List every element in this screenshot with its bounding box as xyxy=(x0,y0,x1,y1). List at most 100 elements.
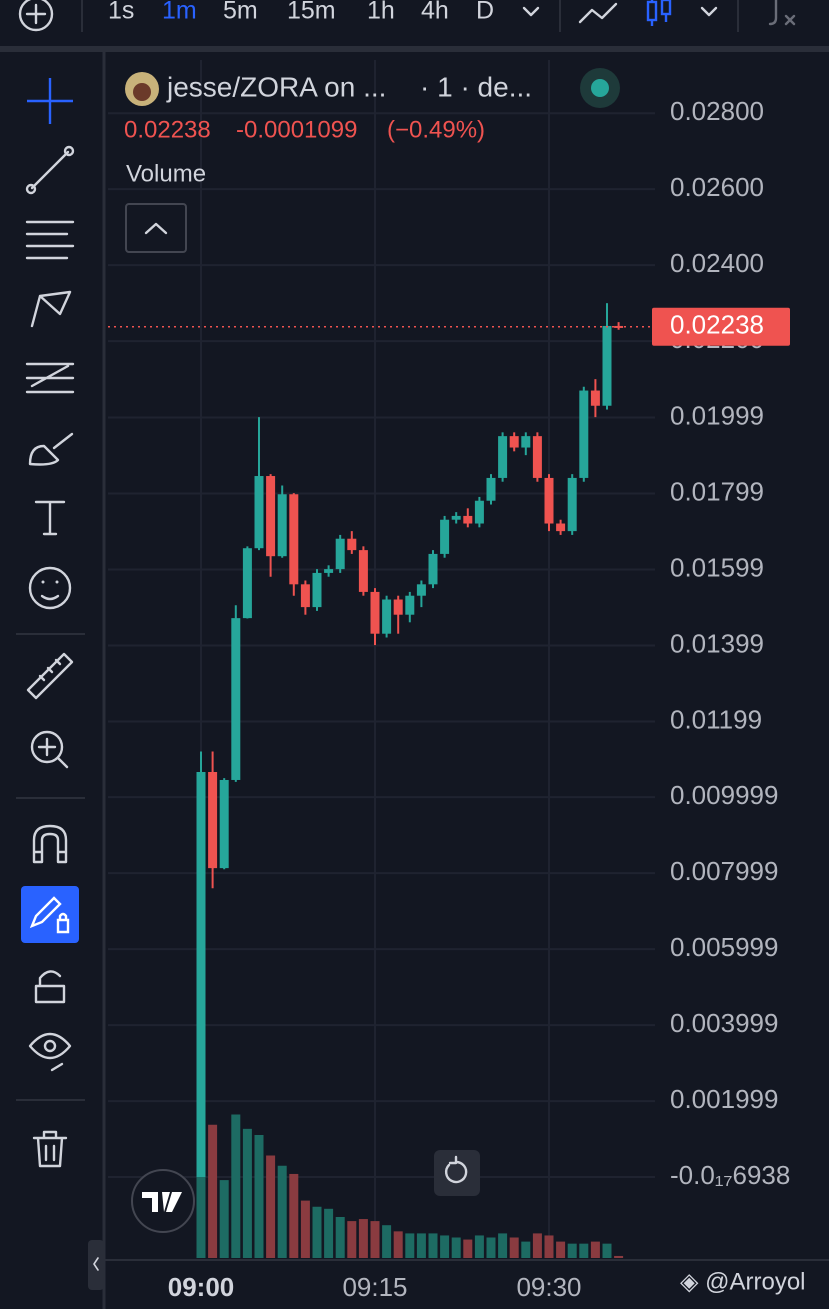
brush-tool[interactable] xyxy=(28,432,74,466)
last-price: 0.02238 xyxy=(124,116,211,143)
volume-bar xyxy=(312,1206,322,1258)
volume-bar xyxy=(324,1208,334,1258)
timeframe[interactable]: 4h xyxy=(421,0,449,25)
volume-bar xyxy=(416,1233,426,1258)
line-tool[interactable] xyxy=(30,150,70,190)
pattern-tool[interactable] xyxy=(30,290,72,328)
candle-body xyxy=(521,436,531,448)
visibility-tool[interactable] xyxy=(28,1032,72,1060)
symbol[interactable]: jesse/ZORA on ... xyxy=(166,71,386,102)
candle-body xyxy=(254,476,264,549)
candle-body xyxy=(196,772,206,1178)
timeframe-menu[interactable] xyxy=(522,6,540,17)
candle-body xyxy=(277,494,287,557)
projection-tool[interactable] xyxy=(25,362,75,394)
collapse-legend[interactable] xyxy=(125,203,187,253)
volume-bar xyxy=(358,1219,368,1258)
candle-body xyxy=(556,523,566,532)
ruler-tool[interactable] xyxy=(26,652,74,700)
volume-bar xyxy=(289,1173,299,1258)
candle-body xyxy=(428,553,438,585)
volume-bar xyxy=(208,1124,218,1258)
timeframe[interactable]: D xyxy=(476,0,494,25)
candle-body xyxy=(486,477,496,501)
volume-bar xyxy=(277,1165,287,1258)
y-tick-label: 0.01399 xyxy=(670,628,764,658)
timeframe[interactable]: 1h xyxy=(367,0,395,25)
volume-bar xyxy=(521,1241,531,1258)
timeframe[interactable]: 5m xyxy=(223,0,258,25)
volume-bar xyxy=(579,1243,589,1258)
emoji-tool[interactable] xyxy=(28,566,72,610)
volume-bar xyxy=(532,1233,542,1258)
line-chart-button[interactable] xyxy=(578,2,618,24)
volume-bar xyxy=(498,1233,508,1258)
candle-body xyxy=(289,494,299,585)
divider xyxy=(0,46,829,52)
candle-body xyxy=(590,390,600,406)
candle-body xyxy=(451,515,461,520)
lock-tool[interactable] xyxy=(34,970,66,1004)
candle-body xyxy=(242,548,252,619)
candle-body xyxy=(324,569,334,573)
y-tick-label: 0.01799 xyxy=(670,476,764,506)
volume-bar xyxy=(242,1128,252,1258)
timeframe[interactable]: 1s xyxy=(108,0,134,25)
volume-bar xyxy=(556,1241,566,1258)
volume-bar xyxy=(544,1235,554,1258)
y-tick-label: 0.005999 xyxy=(670,932,778,962)
candle-body xyxy=(219,779,229,869)
price-label: 0.02238 xyxy=(670,310,764,340)
y-tick-label: 0.02600 xyxy=(670,172,764,202)
indicators-button[interactable] xyxy=(768,0,796,26)
candle-body xyxy=(509,436,519,448)
candle-body xyxy=(463,515,473,524)
text-tool[interactable] xyxy=(34,500,66,536)
y-tick-label: 0.02800 xyxy=(670,96,764,126)
y-tick-label: 0.02400 xyxy=(670,248,764,278)
y-tick-label: 0.009999 xyxy=(670,780,778,810)
magnet-tool[interactable] xyxy=(32,824,68,864)
candle-body xyxy=(266,476,276,557)
volume-label: Volume xyxy=(126,160,206,187)
volume-bar xyxy=(602,1243,612,1258)
candle-body xyxy=(498,436,508,478)
y-tick-label: 0.01599 xyxy=(670,552,764,582)
timeframe-active[interactable]: 1m xyxy=(162,0,197,25)
interval: · 1 · de... xyxy=(420,71,532,102)
tv-logo[interactable] xyxy=(131,1169,195,1233)
x-tick-label: 09:00 xyxy=(168,1272,235,1302)
y-tick-label: -0.0₁₇6938 xyxy=(670,1160,790,1190)
fib-tool[interactable] xyxy=(25,220,75,260)
crosshair-tool[interactable] xyxy=(27,78,73,124)
y-tick-label: 0.007999 xyxy=(670,856,778,886)
delete-tool[interactable] xyxy=(32,1130,68,1168)
candle-body xyxy=(474,500,484,524)
candle-body xyxy=(416,584,426,596)
price-label-box xyxy=(652,307,790,346)
legend: jesse/ZORA on ... · 1 · de... 0.02238 -0… xyxy=(124,68,620,253)
volume-bar xyxy=(405,1233,415,1258)
volume-bar xyxy=(428,1233,438,1258)
top-bar: 1s 1m 5m 15m 1h 4h D xyxy=(18,0,796,32)
volume-bar xyxy=(614,1255,624,1258)
zoom-tool[interactable] xyxy=(30,730,64,764)
volume-bar xyxy=(486,1237,496,1258)
candle-body xyxy=(231,618,241,780)
candle-chart-button[interactable] xyxy=(646,0,672,26)
reset-button[interactable] xyxy=(434,1150,480,1196)
chart-type-menu[interactable] xyxy=(700,6,718,17)
change-percent: (−0.49%) xyxy=(387,116,485,143)
candle-body xyxy=(300,584,310,608)
volume-bar xyxy=(393,1231,403,1258)
watermark: ◈ @Arroyol xyxy=(680,1268,806,1295)
timeframe[interactable]: 15m xyxy=(287,0,336,25)
collapse-toolbar[interactable] xyxy=(88,1240,104,1290)
add-button[interactable] xyxy=(18,0,54,32)
volume-bar xyxy=(254,1135,264,1258)
volume-bar xyxy=(567,1243,577,1258)
candle-body xyxy=(335,538,345,570)
candle-body xyxy=(579,390,589,478)
volume-bar xyxy=(509,1237,519,1258)
